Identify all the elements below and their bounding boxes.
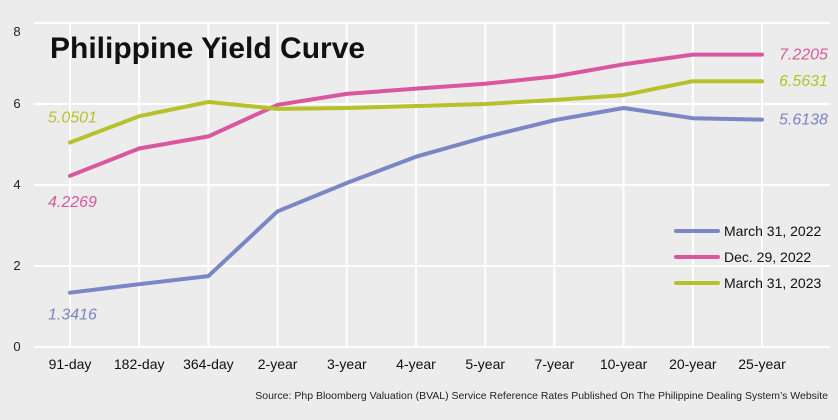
x-tick-label: 5-year [465, 356, 505, 372]
series-line-2 [68, 52, 764, 178]
data-labels: 1.3416 5.6138 4.2269 7.2205 5.0501 6.5631 [48, 47, 828, 324]
y-tick-label: 8 [13, 24, 20, 39]
x-tick-label: 182-day [114, 356, 165, 372]
x-tick-label: 20-year [669, 356, 717, 372]
series-line-3 [68, 79, 764, 145]
y-tick-label: 6 [13, 96, 20, 111]
legend-label: March 31, 2022 [724, 223, 821, 239]
x-tick-label: 364-day [183, 356, 234, 372]
start-value-label: 1.3416 [48, 307, 97, 324]
x-tick-label: 7-year [535, 356, 575, 372]
x-axis: 91-day 182-day 364-day 2-year 3-year 4-year 5-… [49, 356, 786, 372]
y-axis: 0 2 4 6 8 [13, 24, 20, 354]
x-tick-label: 2-year [258, 356, 298, 372]
legend: March 31, 2022 Dec. 29, 2022 March 31, 202… [674, 223, 821, 291]
x-tick-label: 4-year [396, 356, 436, 372]
x-tick-label: 25-year [738, 356, 786, 372]
start-value-label: 4.2269 [48, 194, 97, 211]
y-tick-label: 2 [13, 258, 20, 273]
series-line-1 [68, 106, 764, 295]
series-layer [68, 52, 764, 295]
legend-label: Dec. 29, 2022 [724, 249, 811, 265]
x-tick-label: 91-day [49, 356, 92, 372]
x-tick-label: 3-year [327, 356, 367, 372]
end-value-label: 5.6138 [779, 112, 828, 129]
chart-title: Philippine Yield Curve [50, 32, 365, 65]
legend-label: March 31, 2023 [724, 275, 821, 291]
start-value-label: 5.0501 [48, 109, 97, 126]
y-tick-label: 4 [13, 177, 20, 192]
source-note: Source: Php Bloomberg Valuation (BVAL) S… [255, 390, 828, 402]
x-tick-label: 10-year [600, 356, 648, 372]
grid-layer [34, 22, 830, 348]
end-value-label: 7.2205 [779, 47, 828, 64]
y-tick-label: 0 [13, 339, 20, 354]
end-value-label: 6.5631 [779, 73, 828, 90]
